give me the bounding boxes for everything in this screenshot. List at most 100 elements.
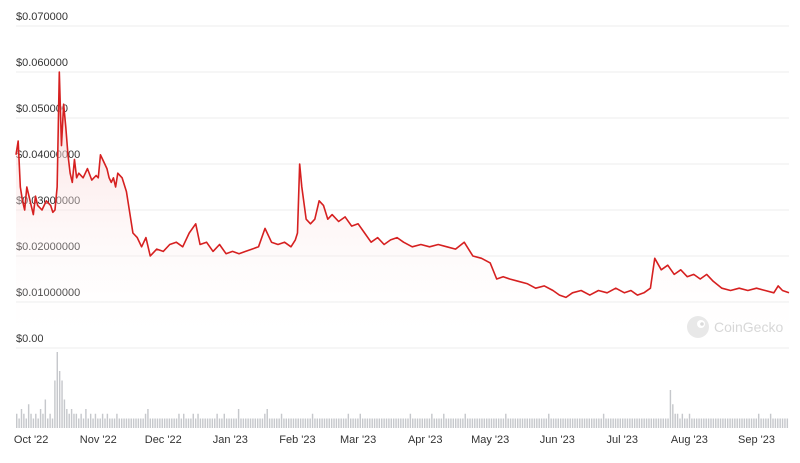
volume-bar — [135, 418, 137, 428]
volume-bar — [223, 413, 225, 428]
volume-bar — [419, 418, 421, 428]
volume-bar — [113, 418, 116, 428]
volume-bar — [233, 418, 235, 428]
volume-bar — [144, 413, 147, 428]
volume-bar — [240, 418, 242, 428]
volume-bar — [416, 418, 419, 428]
volume-bar — [559, 418, 562, 428]
volume-bar — [512, 418, 514, 428]
volume-bar — [488, 418, 490, 428]
volume-bar — [681, 413, 684, 428]
volume-bar — [247, 418, 249, 428]
volume-bar — [44, 399, 47, 428]
volume-bar — [104, 418, 106, 428]
volume-bar — [183, 413, 185, 428]
volume-bar — [347, 413, 350, 428]
volume-bar — [371, 418, 373, 428]
volume-bar — [109, 418, 111, 428]
volume-bar — [495, 418, 497, 428]
volume-bar — [650, 418, 653, 428]
volume-bar — [192, 413, 194, 428]
volume-bar — [381, 418, 383, 428]
volume-bar — [667, 418, 669, 428]
volume-bar — [641, 418, 643, 428]
volume-bar — [58, 371, 61, 428]
volume-bar — [330, 418, 333, 428]
volume-bar — [316, 418, 319, 428]
volume-bar — [519, 418, 521, 428]
x-tick-label: May '23 — [471, 434, 509, 446]
volume-bar — [323, 418, 326, 428]
volume-bar — [469, 418, 471, 428]
volume-bar — [204, 418, 206, 428]
volume-bar — [197, 413, 199, 428]
volume-bar — [581, 418, 583, 428]
volume-bar — [679, 418, 681, 428]
price-series-line — [15, 71, 790, 299]
volume-bar — [309, 418, 311, 428]
volume-bar — [576, 418, 579, 428]
volume-bar — [621, 418, 624, 428]
volume-bar — [47, 418, 49, 428]
volume-bar — [738, 418, 741, 428]
volume-bar — [507, 418, 509, 428]
volume-bar — [528, 418, 531, 428]
volume-bar — [390, 418, 393, 428]
volume-bar — [268, 418, 271, 428]
volume-bar — [726, 418, 729, 428]
volume-bar — [450, 418, 452, 428]
volume-bar — [595, 418, 598, 428]
volume-bar — [784, 418, 786, 428]
volume-bar — [256, 418, 259, 428]
volume-bar — [579, 418, 581, 428]
volume-bar — [89, 413, 92, 428]
volume-bar — [376, 418, 378, 428]
volume-bar — [32, 418, 35, 428]
volume-bar — [361, 418, 364, 428]
x-axis-tick-labels: Oct '22 Nov '22 Dec '22 Jan '23 Feb '23 Mar '… — [14, 434, 775, 446]
y-tick-label: $0.04000000 — [16, 149, 80, 161]
volume-bar — [194, 418, 197, 428]
volume-bar — [163, 418, 166, 428]
volume-bar — [779, 418, 781, 428]
volume-bar — [736, 418, 738, 428]
volume-bar — [30, 413, 32, 428]
volume-bar — [328, 418, 330, 428]
volume-bar — [397, 418, 400, 428]
volume-bar — [230, 418, 233, 428]
volume-bar — [605, 418, 607, 428]
volume-bar — [80, 413, 82, 428]
volume-bar — [574, 418, 576, 428]
volume-bar — [252, 418, 254, 428]
volume-bar — [631, 418, 633, 428]
volume-bar — [555, 418, 557, 428]
volume-bar — [777, 418, 779, 428]
volume-bar — [459, 418, 462, 428]
volume-bar — [171, 418, 173, 428]
x-tick-label: Sep '23 — [738, 434, 775, 446]
volume-bar — [221, 418, 223, 428]
volume-bar — [297, 418, 299, 428]
volume-bar — [338, 418, 340, 428]
volume-bar — [335, 418, 338, 428]
volume-bar — [517, 418, 519, 428]
volume-bar — [481, 418, 483, 428]
volume-bar — [765, 418, 767, 428]
volume-bar — [61, 380, 63, 428]
volume-bar — [693, 418, 695, 428]
volume-bar — [211, 418, 214, 428]
volume-bar — [261, 418, 264, 428]
volume-bar — [20, 409, 23, 428]
volume-bar — [569, 418, 571, 428]
volume-bar — [73, 413, 75, 428]
volume-bar — [435, 418, 438, 428]
volume-bar — [705, 418, 707, 428]
volume-bar — [78, 418, 80, 428]
volume-bar — [318, 418, 321, 428]
volume-bar — [340, 418, 342, 428]
volume-bar — [209, 418, 211, 428]
volume-bar — [428, 418, 431, 428]
volume-bar — [781, 418, 784, 428]
volume-bar — [245, 418, 247, 428]
